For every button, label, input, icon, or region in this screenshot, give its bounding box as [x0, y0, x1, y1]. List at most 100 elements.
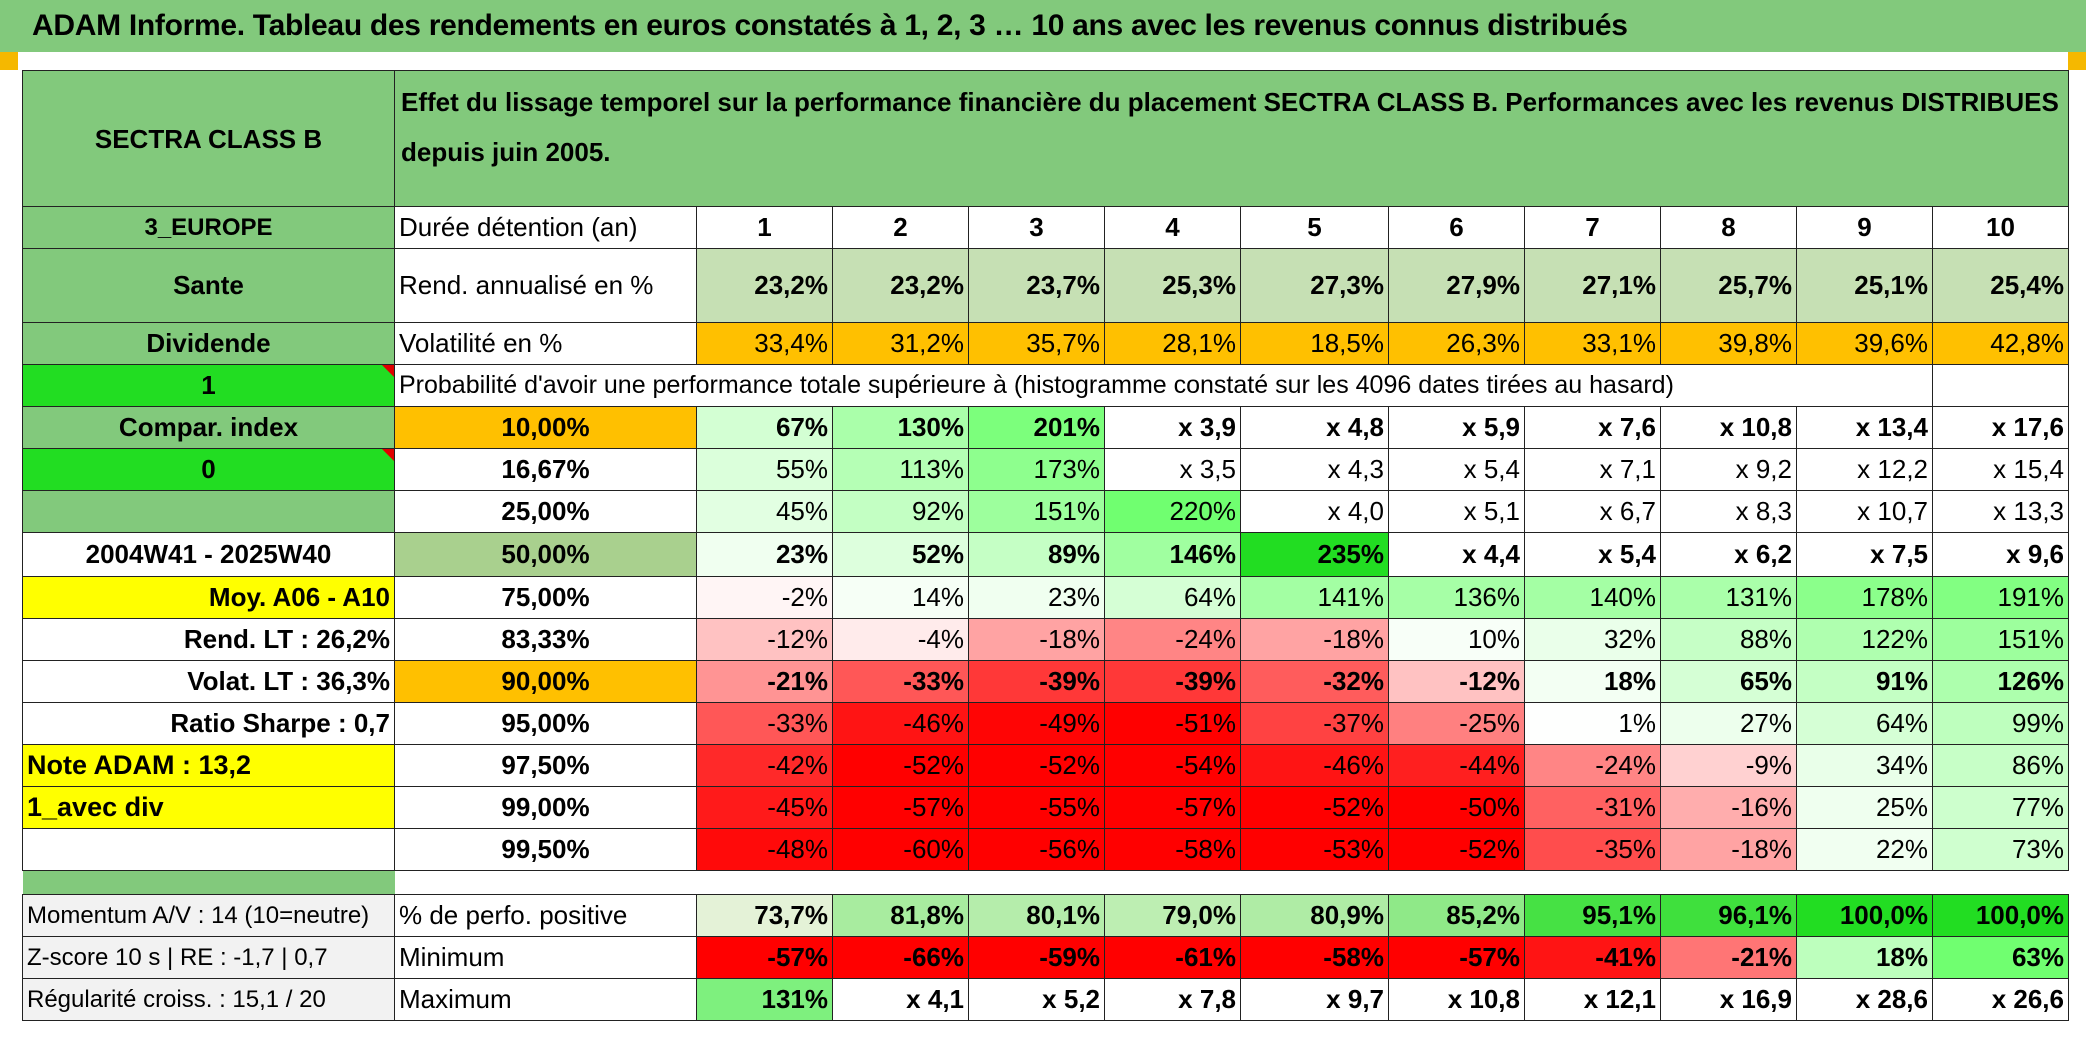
prob-value: -60% [832, 828, 969, 871]
percentile-label: 16,67% [394, 448, 697, 491]
prob-value: -24% [1104, 618, 1241, 661]
prob-value: x 17,6 [1932, 406, 2069, 449]
prob-value: 34% [1796, 744, 1933, 787]
value-one: 1 [22, 364, 395, 407]
prob-value: 67% [696, 406, 833, 449]
prob-value: 32% [1524, 618, 1661, 661]
year-header: 1 [696, 206, 833, 249]
prob-value: 52% [832, 532, 969, 577]
prob-value: x 4,8 [1240, 406, 1389, 449]
prob-value: 10% [1388, 618, 1525, 661]
year-header: 9 [1796, 206, 1933, 249]
vol-value: 18,5% [1240, 322, 1389, 365]
prob-value: -12% [1388, 660, 1525, 703]
year-header: 8 [1660, 206, 1797, 249]
prob-value: -46% [1240, 744, 1389, 787]
prob-value: x 7,6 [1524, 406, 1661, 449]
prob-value: -24% [1524, 744, 1661, 787]
percentile-label: 50,00% [394, 532, 697, 577]
prob-value: 88% [1660, 618, 1797, 661]
prob-value: -18% [1240, 618, 1389, 661]
prob-value: -9% [1660, 744, 1797, 787]
prob-value: -52% [1240, 786, 1389, 829]
prob-value: 220% [1104, 490, 1241, 533]
prob-value: 23% [696, 532, 833, 577]
prob-value: 122% [1796, 618, 1933, 661]
vol-value: 31,2% [832, 322, 969, 365]
prob-value: 141% [1240, 576, 1389, 619]
perf-pos-value: 96,1% [1660, 894, 1797, 937]
prob-value: x 9,2 [1660, 448, 1797, 491]
prob-value: -52% [832, 744, 969, 787]
prob-value: 201% [968, 406, 1105, 449]
prob-value: x 5,1 [1388, 490, 1525, 533]
prob-value: x 8,3 [1660, 490, 1797, 533]
prob-value: -32% [1240, 660, 1389, 703]
prob-value: 130% [832, 406, 969, 449]
prob-value: -31% [1524, 786, 1661, 829]
sector-label: Sante [22, 248, 395, 323]
prob-value: 91% [1796, 660, 1933, 703]
prob-value: 27% [1660, 702, 1797, 745]
prob-value: -21% [696, 660, 833, 703]
sharpe-label: Ratio Sharpe : 0,7 [22, 702, 395, 745]
rend-label: Rend. annualisé en % [394, 248, 697, 323]
header-text: Effet du lissage temporel sur la perform… [394, 70, 2069, 207]
prob-value: 136% [1388, 576, 1525, 619]
prob-value: -44% [1388, 744, 1525, 787]
prob-value: x 3,9 [1104, 406, 1241, 449]
rend-value: 27,9% [1388, 248, 1525, 323]
prob-value: x 5,9 [1388, 406, 1525, 449]
prob-value: x 4,4 [1388, 532, 1525, 577]
prob-value: -2% [696, 576, 833, 619]
prob-value: -16% [1660, 786, 1797, 829]
prob-value: 151% [1932, 618, 2069, 661]
prob-value: 92% [832, 490, 969, 533]
vol-value: 39,6% [1796, 322, 1933, 365]
type-label: Dividende [22, 322, 395, 365]
prob-value: -51% [1104, 702, 1241, 745]
minimum-value: -58% [1240, 936, 1389, 979]
maximum-value: x 12,1 [1524, 978, 1661, 1021]
minimum-value: 18% [1796, 936, 1933, 979]
period-label: 2004W41 - 2025W40 [22, 532, 395, 577]
prob-value: -37% [1240, 702, 1389, 745]
percentile-label: 83,33% [394, 618, 697, 661]
prob-value: -33% [832, 660, 969, 703]
prob-value: -18% [968, 618, 1105, 661]
year-header: 7 [1524, 206, 1661, 249]
corner-marker-left [0, 52, 18, 70]
prob-value: 86% [1932, 744, 2069, 787]
vol-value: 39,8% [1660, 322, 1797, 365]
moy-label: Moy. A06 - A10 [22, 576, 395, 619]
prob-value: -52% [968, 744, 1105, 787]
prob-value: 113% [832, 448, 969, 491]
rend-value: 27,1% [1524, 248, 1661, 323]
prob-value: 65% [1660, 660, 1797, 703]
percentile-label: 10,00% [394, 406, 697, 449]
maximum-value: x 5,2 [968, 978, 1105, 1021]
maximum-value: x 28,6 [1796, 978, 1933, 1021]
perf-pos-value: 85,2% [1388, 894, 1525, 937]
proba-label: Probabilité d'avoir une performance tota… [394, 364, 1933, 407]
year-header: 3 [968, 206, 1105, 249]
percentile-label: 99,00% [394, 786, 697, 829]
minimum-value: -21% [1660, 936, 1797, 979]
rend-value: 25,4% [1932, 248, 2069, 323]
year-header: 6 [1388, 206, 1525, 249]
vol-value: 26,3% [1388, 322, 1525, 365]
prob-value: -39% [968, 660, 1105, 703]
prob-value: x 15,4 [1932, 448, 2069, 491]
vol-label: Volatilité en % [394, 322, 697, 365]
perf-pos-label: % de perfo. positive [394, 894, 697, 937]
prob-value: -57% [832, 786, 969, 829]
prob-value: 77% [1932, 786, 2069, 829]
rend-value: 25,7% [1660, 248, 1797, 323]
prob-value: -58% [1104, 828, 1241, 871]
percentile-label: 97,50% [394, 744, 697, 787]
year-header: 2 [832, 206, 969, 249]
gap-cell [395, 871, 2069, 895]
maximum-value: x 9,7 [1240, 978, 1389, 1021]
prob-value: x 13,4 [1796, 406, 1933, 449]
minimum-label: Minimum [394, 936, 697, 979]
